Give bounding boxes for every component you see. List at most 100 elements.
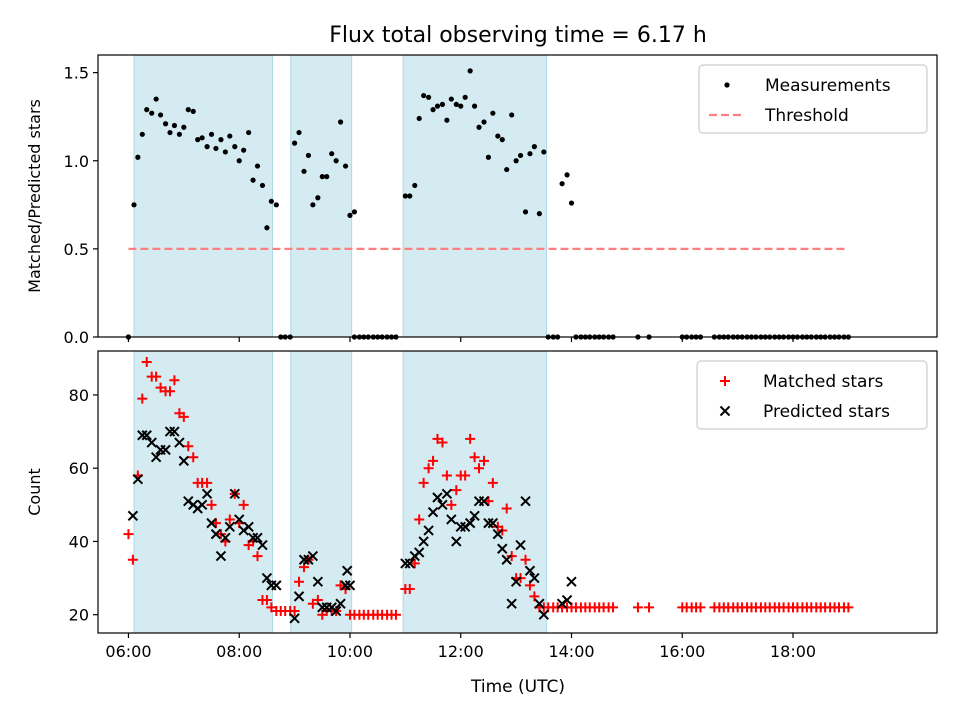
y-tick-label: 20	[69, 606, 89, 625]
matched-star-point	[169, 375, 180, 386]
matched-star-point	[141, 356, 152, 367]
measurement-point	[467, 68, 473, 74]
measurement-point	[509, 112, 515, 118]
x-tick-label: 16:00	[659, 642, 705, 661]
predicted-star-point	[413, 547, 425, 558]
y-tick-label: 60	[69, 459, 89, 478]
matched-star-point	[261, 595, 272, 606]
measurement-point	[434, 103, 441, 109]
matched-star-point	[428, 455, 439, 466]
measurement-point	[319, 174, 325, 180]
matched-star-point	[164, 386, 175, 397]
legend-label: Matched stars	[763, 372, 883, 392]
predicted-star-point	[515, 539, 526, 551]
matched-star-point	[202, 477, 213, 488]
measurement-point	[208, 131, 215, 137]
matched-star-point	[409, 558, 420, 569]
predicted-star-point	[524, 565, 536, 576]
predicted-star-point	[342, 565, 353, 576]
predicted-star-point	[257, 539, 268, 551]
matched-star-point	[437, 437, 448, 448]
predicted-star-point	[150, 452, 162, 463]
predicted-star-point	[160, 444, 171, 456]
predicted-star-point	[478, 495, 490, 507]
measurement-point	[273, 202, 279, 208]
predicted-star-point	[271, 580, 282, 591]
matched-star-point	[390, 609, 401, 620]
predicted-star-point	[215, 550, 227, 562]
measurement-point	[416, 115, 422, 122]
predicted-star-point	[418, 536, 429, 547]
measurement-point	[517, 152, 524, 159]
predicted-star-point	[538, 609, 550, 620]
measurement-point	[342, 163, 349, 169]
measurement-point	[476, 124, 482, 130]
matched-star-point	[123, 529, 134, 540]
measurement-point	[144, 107, 150, 113]
measurement-point	[541, 149, 547, 155]
matched-star-point	[238, 499, 249, 510]
x-axis-label: Time (UTC)	[470, 677, 565, 697]
measurement-point	[527, 151, 533, 157]
measurement-point	[315, 195, 321, 201]
matched-star-point	[843, 602, 854, 613]
measurement-point	[522, 209, 529, 215]
predicted-star-point	[234, 514, 245, 525]
matched-star-point	[294, 576, 305, 587]
matched-star-point	[178, 411, 189, 422]
predicted-star-point	[178, 455, 190, 467]
bottom-panel: 06:00 08:00 10:00 12:00 14:00 16:00 18:00 20 40 6…	[25, 350, 938, 661]
measurement-point	[199, 135, 205, 141]
predicted-star-point	[224, 521, 236, 532]
predicted-star-point	[220, 532, 231, 543]
matched-star-point	[188, 452, 199, 463]
y-tick-label: 40	[69, 532, 89, 551]
x-tick-label: 18:00	[770, 642, 816, 661]
predicted-star-point	[427, 506, 439, 518]
legend-label: Threshold	[764, 106, 849, 126]
matched-star-point	[520, 554, 531, 565]
matched-star-point	[460, 470, 471, 481]
measurement-point	[347, 212, 353, 218]
measurement-point	[444, 117, 450, 123]
measurement-point	[564, 172, 570, 178]
measurement-point	[167, 129, 173, 136]
measurement-point	[139, 131, 145, 137]
measurement-point	[190, 108, 196, 114]
measurement-point	[513, 158, 519, 164]
predicted-star-point	[137, 430, 148, 441]
measurement-point	[568, 200, 575, 206]
matched-star-point	[632, 602, 643, 613]
measurement-point	[259, 182, 266, 189]
measurement-point	[329, 151, 335, 157]
measurement-point	[250, 177, 256, 183]
predicted-star-point	[340, 580, 351, 591]
predicted-star-point	[400, 558, 411, 569]
measurement-point	[504, 166, 510, 173]
y-tick-label: 0.5	[64, 240, 89, 259]
measurement-point	[531, 144, 537, 150]
matched-star-point	[474, 463, 485, 474]
matched-star-point	[501, 503, 512, 514]
measurement-point	[495, 133, 501, 139]
predicted-star-point	[243, 521, 254, 532]
measurement-point	[296, 129, 302, 136]
predicted-star-point	[127, 510, 139, 522]
matched-star-point	[446, 499, 457, 510]
matched-star-point	[423, 463, 434, 474]
predicted-star-point	[566, 576, 577, 587]
matched-star-point	[252, 551, 263, 562]
measurement-point	[149, 110, 155, 116]
matched-star-point	[183, 441, 194, 452]
predicted-star-point	[497, 543, 508, 554]
y-tick-label: 80	[69, 386, 89, 405]
predicted-star-point	[247, 532, 259, 543]
predicted-star-point	[289, 613, 300, 624]
measurement-point	[448, 96, 454, 102]
measurement-point	[458, 103, 464, 109]
predicted-star-point	[206, 517, 217, 529]
predicted-star-point	[344, 580, 356, 591]
measurement-point	[305, 152, 312, 159]
matched-star-point	[608, 602, 619, 613]
y-tick-label: 1.5	[64, 64, 89, 83]
